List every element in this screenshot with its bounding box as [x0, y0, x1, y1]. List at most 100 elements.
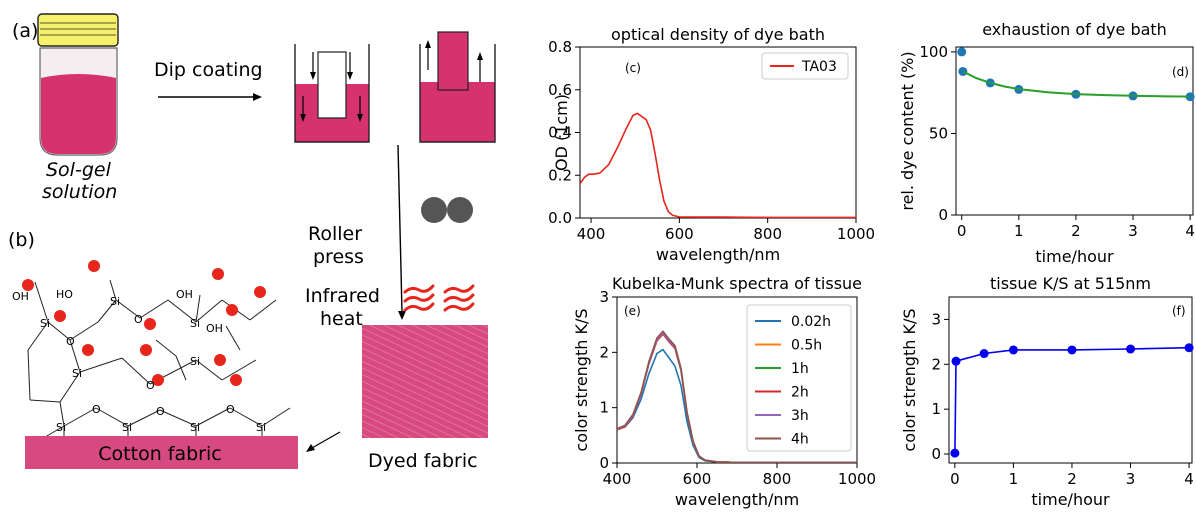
legend-label: 0.5h — [791, 338, 822, 354]
svg-text:Si: Si — [190, 317, 200, 330]
y-tick-label: 0.2 — [548, 166, 572, 184]
y-tick-label: 0 — [931, 445, 941, 463]
y-tick-label: 3 — [599, 288, 609, 306]
svg-text:Si: Si — [190, 421, 200, 434]
sol-gel-label-2: solution — [42, 181, 117, 203]
x-tick-label: 400 — [577, 225, 606, 243]
roller-press-icon — [421, 197, 473, 223]
svg-text:Si: Si — [110, 295, 120, 308]
data-point — [979, 349, 989, 359]
svg-text:O: O — [226, 403, 235, 416]
legend-label: 3h — [791, 408, 809, 424]
x-axis-label: time/hour — [1031, 490, 1110, 509]
legend-label: TA03 — [801, 59, 837, 75]
chart-d: exhaustion of dye bath 0 1 2 3 4 0 50 100 time/ho… — [898, 20, 1195, 266]
process-arrow — [397, 144, 403, 313]
y-tick-label: 0.0 — [548, 209, 572, 227]
data-point — [950, 448, 960, 458]
x-tick-label: 800 — [753, 225, 782, 243]
series-line-TA03 — [580, 112, 856, 218]
sol-gel-jar — [37, 13, 119, 156]
series-line-4h — [617, 330, 857, 463]
x-tick-label: 4 — [1184, 470, 1194, 488]
svg-text:Si: Si — [40, 317, 50, 330]
y-tick-label: 0.4 — [548, 124, 572, 142]
x-tick-label: 0 — [950, 470, 960, 488]
plot-area — [954, 346, 1190, 454]
y-tick-label: 0 — [599, 454, 609, 472]
panel-label-b: (b) — [8, 229, 35, 251]
svg-text:O: O — [146, 379, 155, 392]
svg-text:O: O — [92, 403, 101, 416]
plot-area — [580, 112, 856, 218]
x-tick-label: 600 — [665, 225, 694, 243]
sol-gel-label-1: Sol-gel — [46, 159, 112, 181]
x-tick-label: 1 — [1014, 222, 1024, 240]
y-tick-label: 2 — [931, 355, 941, 373]
y-tick-label: 2 — [599, 343, 609, 361]
legend-label: 1h — [791, 361, 809, 377]
legend: 0.02h 0.5h 1h 2h 3h 4h — [746, 304, 852, 452]
y-tick-label: 0 — [938, 206, 948, 224]
dip-bath-withdrawal — [419, 31, 496, 143]
data-point — [1185, 92, 1195, 102]
x-tick-label: 800 — [763, 470, 792, 488]
chart-e: Kubelka-Munk spectra of tissue 400 600 800 1… — [572, 274, 876, 509]
y-tick-label: 1 — [931, 400, 941, 418]
x-tick-label: 3 — [1126, 470, 1136, 488]
data-point — [957, 47, 967, 57]
chart-title: exhaustion of dye bath — [982, 20, 1167, 39]
y-axis-label: rel. dye content (%) — [898, 51, 917, 210]
fit-line-overlay — [962, 70, 1191, 98]
plot-frame — [948, 296, 1193, 464]
infrared-label-1: Infrared — [305, 285, 380, 307]
svg-text:Si: Si — [190, 355, 200, 368]
y-axis-label: color strength K/S — [572, 309, 591, 452]
x-tick-label: 1000 — [837, 225, 875, 243]
panel-label-a: (a) — [12, 20, 38, 42]
legend-label: 0.02h — [791, 314, 831, 330]
roller-label-1: Roller — [308, 223, 362, 245]
svg-text:Si: Si — [72, 367, 82, 380]
chart-f: tissue K/S at 515nm 0 1 2 3 4 0 1 2 3 time/hour col… — [900, 274, 1194, 509]
process-schematic: (a) Sol-gel solution Dip coating — [8, 13, 496, 472]
chart-title: tissue K/S at 515nm — [990, 274, 1151, 293]
svg-text:O: O — [66, 335, 75, 348]
panel-label: (c) — [625, 61, 641, 75]
svg-text:Si: Si — [256, 421, 266, 434]
to-cotton-arrow — [311, 431, 341, 449]
infrared-heat-icon — [403, 284, 475, 312]
cotton-fabric-label: Cotton fabric — [98, 443, 221, 465]
data-point — [1184, 343, 1194, 353]
panel-label: (d) — [1172, 65, 1189, 79]
infrared-label-2: heat — [320, 308, 363, 330]
svg-text:O: O — [156, 405, 165, 418]
svg-text:Si: Si — [122, 421, 132, 434]
x-tick-label: 3 — [1128, 222, 1138, 240]
x-axis-label: time/hour — [1035, 247, 1114, 266]
x-tick-label: 2 — [1067, 470, 1077, 488]
y-tick-label: 100 — [919, 43, 948, 61]
series-line-f-0 — [954, 346, 1190, 454]
plot-area — [617, 330, 857, 463]
chart-title: optical density of dye bath — [611, 25, 825, 44]
data-point — [1008, 345, 1018, 355]
svg-text:O: O — [134, 313, 143, 326]
data-point — [951, 356, 961, 366]
y-tick-label: 3 — [931, 310, 941, 328]
x-tick-label: 4 — [1185, 222, 1195, 240]
x-tick-label: 1000 — [838, 470, 876, 488]
roller-label-2: press — [313, 246, 364, 268]
x-tick-label: 1 — [1009, 470, 1019, 488]
x-axis-label: wavelength/nm — [656, 245, 780, 264]
dip-coating-label: Dip coating — [154, 59, 263, 81]
dip-bath-immersion — [294, 44, 370, 143]
svg-text:OH: OH — [176, 288, 193, 301]
chart-title: Kubelka-Munk spectra of tissue — [612, 274, 862, 293]
chem-atom-labels: Si Si Si Si Si Si Si Si Si O O O O O O O… — [12, 288, 266, 434]
x-axis-label: wavelength/nm — [675, 490, 799, 509]
legend-box — [761, 52, 849, 80]
y-tick-label: 0.8 — [548, 38, 572, 56]
